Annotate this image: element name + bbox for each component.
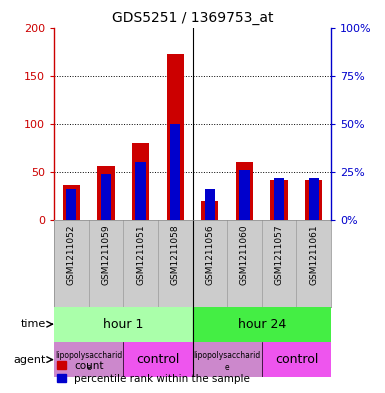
- Text: GSM1211058: GSM1211058: [171, 224, 180, 285]
- Bar: [54, 342, 123, 377]
- Text: e: e: [225, 363, 229, 372]
- Bar: [192, 342, 262, 377]
- Bar: [236, 162, 253, 220]
- Text: GSM1211057: GSM1211057: [275, 224, 284, 285]
- Bar: [274, 178, 284, 220]
- Text: time: time: [20, 319, 45, 329]
- Bar: [309, 178, 319, 220]
- Bar: [167, 55, 184, 220]
- Text: GSM1211060: GSM1211060: [240, 224, 249, 285]
- Bar: [170, 124, 180, 220]
- Bar: [192, 307, 331, 342]
- Bar: [132, 143, 149, 220]
- Text: agent: agent: [13, 354, 45, 365]
- Text: GSM1211059: GSM1211059: [101, 224, 110, 285]
- Bar: [101, 174, 111, 220]
- Bar: [271, 180, 288, 220]
- Text: hour 24: hour 24: [238, 318, 286, 331]
- Bar: [262, 342, 331, 377]
- Text: GSM1211052: GSM1211052: [67, 224, 76, 285]
- Bar: [54, 307, 192, 342]
- Text: GSM1211051: GSM1211051: [136, 224, 145, 285]
- Text: hour 1: hour 1: [103, 318, 143, 331]
- Bar: [305, 180, 323, 220]
- Text: e: e: [86, 363, 91, 372]
- Bar: [205, 189, 215, 220]
- Text: lipopolysaccharid: lipopolysaccharid: [194, 351, 261, 360]
- Bar: [123, 342, 192, 377]
- Bar: [62, 185, 80, 220]
- Text: lipopolysaccharid: lipopolysaccharid: [55, 351, 122, 360]
- Text: control: control: [275, 353, 318, 366]
- Legend: count, percentile rank within the sample: count, percentile rank within the sample: [55, 358, 252, 386]
- Text: control: control: [136, 353, 179, 366]
- Text: GSM1211056: GSM1211056: [205, 224, 214, 285]
- Title: GDS5251 / 1369753_at: GDS5251 / 1369753_at: [112, 11, 273, 25]
- Text: GSM1211061: GSM1211061: [309, 224, 318, 285]
- Bar: [239, 170, 250, 220]
- Bar: [97, 166, 115, 220]
- Bar: [66, 189, 76, 220]
- Bar: [201, 201, 219, 220]
- Bar: [136, 162, 146, 220]
